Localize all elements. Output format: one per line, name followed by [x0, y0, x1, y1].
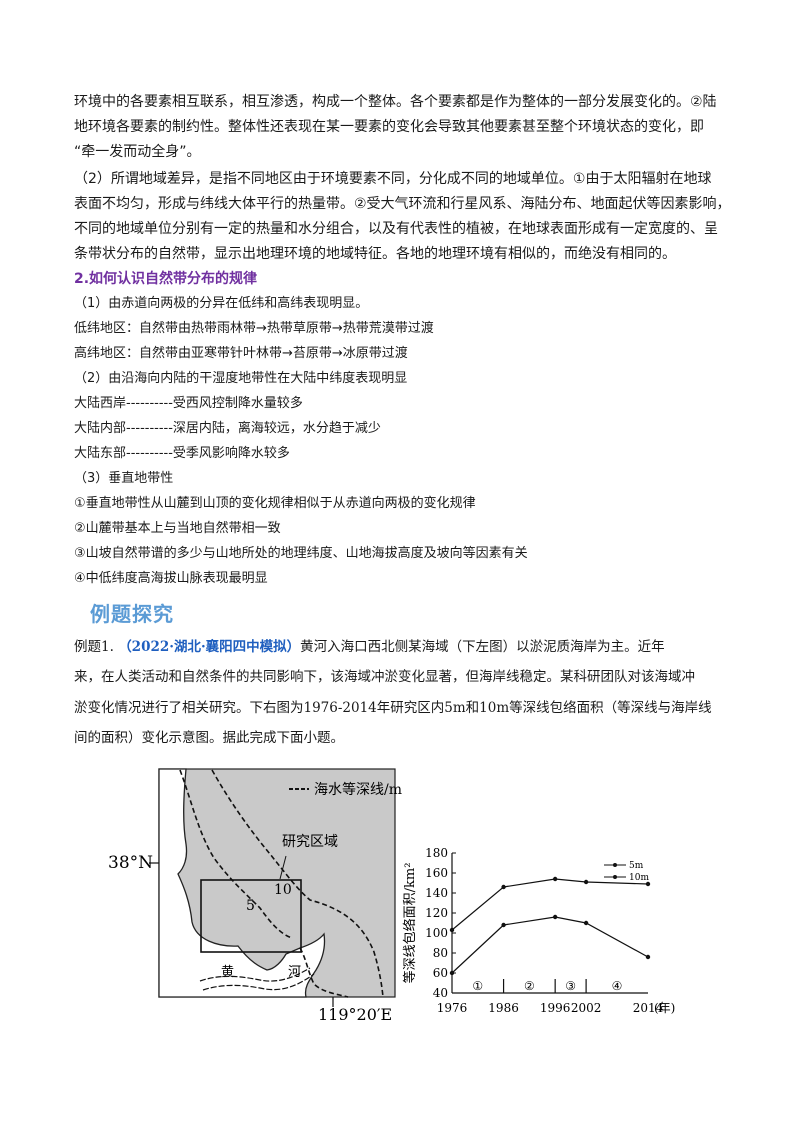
example-line: 来，在人类活动和自然条件的共同影响下，该海域冲淤变化显著，但海岸线稳定。某科研团…: [74, 669, 695, 685]
study-area-box: [200, 879, 302, 953]
example-line: 例题1. （2022·湖北·襄阳四中模拟）黄河入海口西北侧某海域（下左图）以淤泥…: [74, 636, 665, 658]
paragraph-line: 不同的地域单位分别有一定的热量和水分组合，以及有代表性的植被，在地球表面形成有一…: [74, 221, 718, 237]
river-label: 黄: [221, 965, 234, 980]
x-tick-label: 1976: [437, 1001, 468, 1015]
isobath-10m: [211, 769, 384, 998]
y-tick-label: 140: [425, 886, 448, 900]
list-heading: （2）由沿海向内陆的干湿度地带性在大陆中纬度表现明显: [74, 371, 408, 386]
legend-label: 海水等深线/m: [314, 781, 402, 798]
list-item: ①垂直地带性从山麓到山顶的变化规律相似于从赤道向两极的变化规律: [74, 496, 476, 511]
paragraph-line: 条带状分布的自然带，显示出地理环境的地域特征。各地的地理环境有相似的，而绝没有相…: [74, 246, 676, 262]
list-item: ③山坡自然带谱的多少与山地所处的地理纬度、山地海拔高度及坡向等因素有关: [74, 546, 528, 561]
y-tick-label: 160: [425, 866, 448, 880]
isobath-5m-south: [299, 947, 349, 998]
example-line: 间的面积）变化示意图。据此完成下面小题。: [74, 730, 344, 746]
list-heading: （3）垂直地带性: [74, 471, 174, 486]
period-label: ①: [472, 979, 483, 993]
example-source: （2022·湖北·襄阳四中模拟）: [118, 639, 301, 655]
y-tick-label: 100: [425, 926, 448, 940]
x-tick-label: 2014: [633, 1001, 664, 1015]
paragraph-line: 表面不均匀，形成与纬线大体平行的热量带。②受大气环流和行星风系、海陆分布、地面起…: [74, 196, 731, 212]
data-point-10m: [449, 927, 455, 933]
data-point-5m: [645, 954, 651, 960]
paragraph-line: 地环境各要素的制约性。整体性还表现在某一要素的变化会导致其他要素甚至整个环境状态…: [74, 119, 704, 135]
y-tick-label: 120: [425, 906, 448, 920]
list-item: ④中低纬度高海拔山脉表现最明显: [74, 571, 268, 586]
y-tick-label: 80: [433, 946, 448, 960]
list-item: 大陆西岸----------受西风控制降水量较多: [74, 396, 303, 411]
legend-marker: [613, 875, 617, 879]
study-area-map: 海水等深线/m 研究区域 38°N 119°20′E 5 10 黄 河: [108, 768, 402, 1024]
x-tick-label: 2002: [571, 1001, 602, 1015]
series-line-5m: [451, 916, 649, 974]
x-tick-label: 1986: [488, 1001, 519, 1015]
period-label: ③: [565, 979, 576, 993]
data-point-5m: [583, 920, 589, 926]
data-point-5m: [449, 970, 455, 976]
section-title: 例题探究: [90, 602, 174, 626]
latitude-label: 38°N: [108, 853, 153, 873]
region-leader-line: [279, 855, 287, 880]
data-point-10m: [583, 879, 589, 885]
period-label: ④: [612, 979, 623, 993]
paragraph-line: “牵一发而动全身”。: [74, 144, 201, 160]
list-item: 低纬地区：自然带由热带雨林带→热带草原带→热带荒漠带过渡: [74, 321, 434, 336]
example-line: 淤变化情况进行了相关研究。下右图为1976-2014年研究区内5m和10m等深线…: [74, 700, 712, 716]
x-tick-label: 1996: [540, 1001, 571, 1015]
period-label: ②: [524, 979, 535, 993]
example-number: 例题1.: [74, 639, 114, 655]
yellow-river-bank: [202, 973, 315, 991]
yellow-river-bank: [199, 967, 311, 982]
list-item: 大陆东部----------受季风影响降水较多: [74, 446, 290, 461]
river-label: 河: [288, 965, 301, 980]
region-label: 研究区域: [282, 834, 338, 850]
subsection-heading: 2.如何认识自然带分布的规律: [74, 271, 258, 287]
list-heading: （1）由赤道向两极的分异在低纬和高纬表现明显。: [74, 296, 369, 311]
isobath-5-label: 5: [246, 898, 255, 914]
paragraph-line: （2）所谓地域差异，是指不同地区由于环境要素不同，分化成不同的地域单位。①由于太…: [74, 171, 712, 187]
legend-marker: [613, 863, 617, 867]
y-axis-title: 等深线包络面积/km²: [402, 863, 418, 984]
data-point-10m: [645, 881, 651, 887]
isobath-area-chart: 等深线包络面积/km² 40 60 80 100 120 140 160 180 1976 198…: [402, 846, 675, 1015]
y-tick-label: 60: [433, 966, 448, 980]
example-text: 黄河入海口西北侧某海域（下左图）以淤泥质海岸为主。近年: [300, 639, 665, 655]
legend-label: 10m: [629, 873, 649, 883]
longitude-label: 119°20′E: [318, 1005, 392, 1024]
isobath-10-label: 10: [274, 882, 292, 898]
list-item: 大陆内部----------深居内陆，离海较远，水分趋于减少: [74, 421, 381, 436]
list-item: ②山麓带基本上与当地自然带相一致: [74, 521, 281, 536]
series-line-10m: [451, 878, 649, 931]
paragraph-line: 环境中的各要素相互联系，相互渗透，构成一个整体。各个要素都是作为整体的一部分发展…: [74, 94, 717, 110]
data-point-10m: [501, 884, 506, 890]
y-tick-label: 40: [433, 986, 448, 1000]
y-tick-label: 180: [425, 846, 448, 860]
data-point-5m: [552, 914, 558, 920]
data-point-10m: [552, 876, 558, 882]
list-item: 高纬地区：自然带由亚寒带针叶林带→苔原带→冰原带过渡: [74, 346, 408, 361]
legend-label: 5m: [629, 861, 644, 871]
data-point-5m: [501, 922, 506, 928]
x-axis-unit: (年): [654, 1001, 675, 1015]
